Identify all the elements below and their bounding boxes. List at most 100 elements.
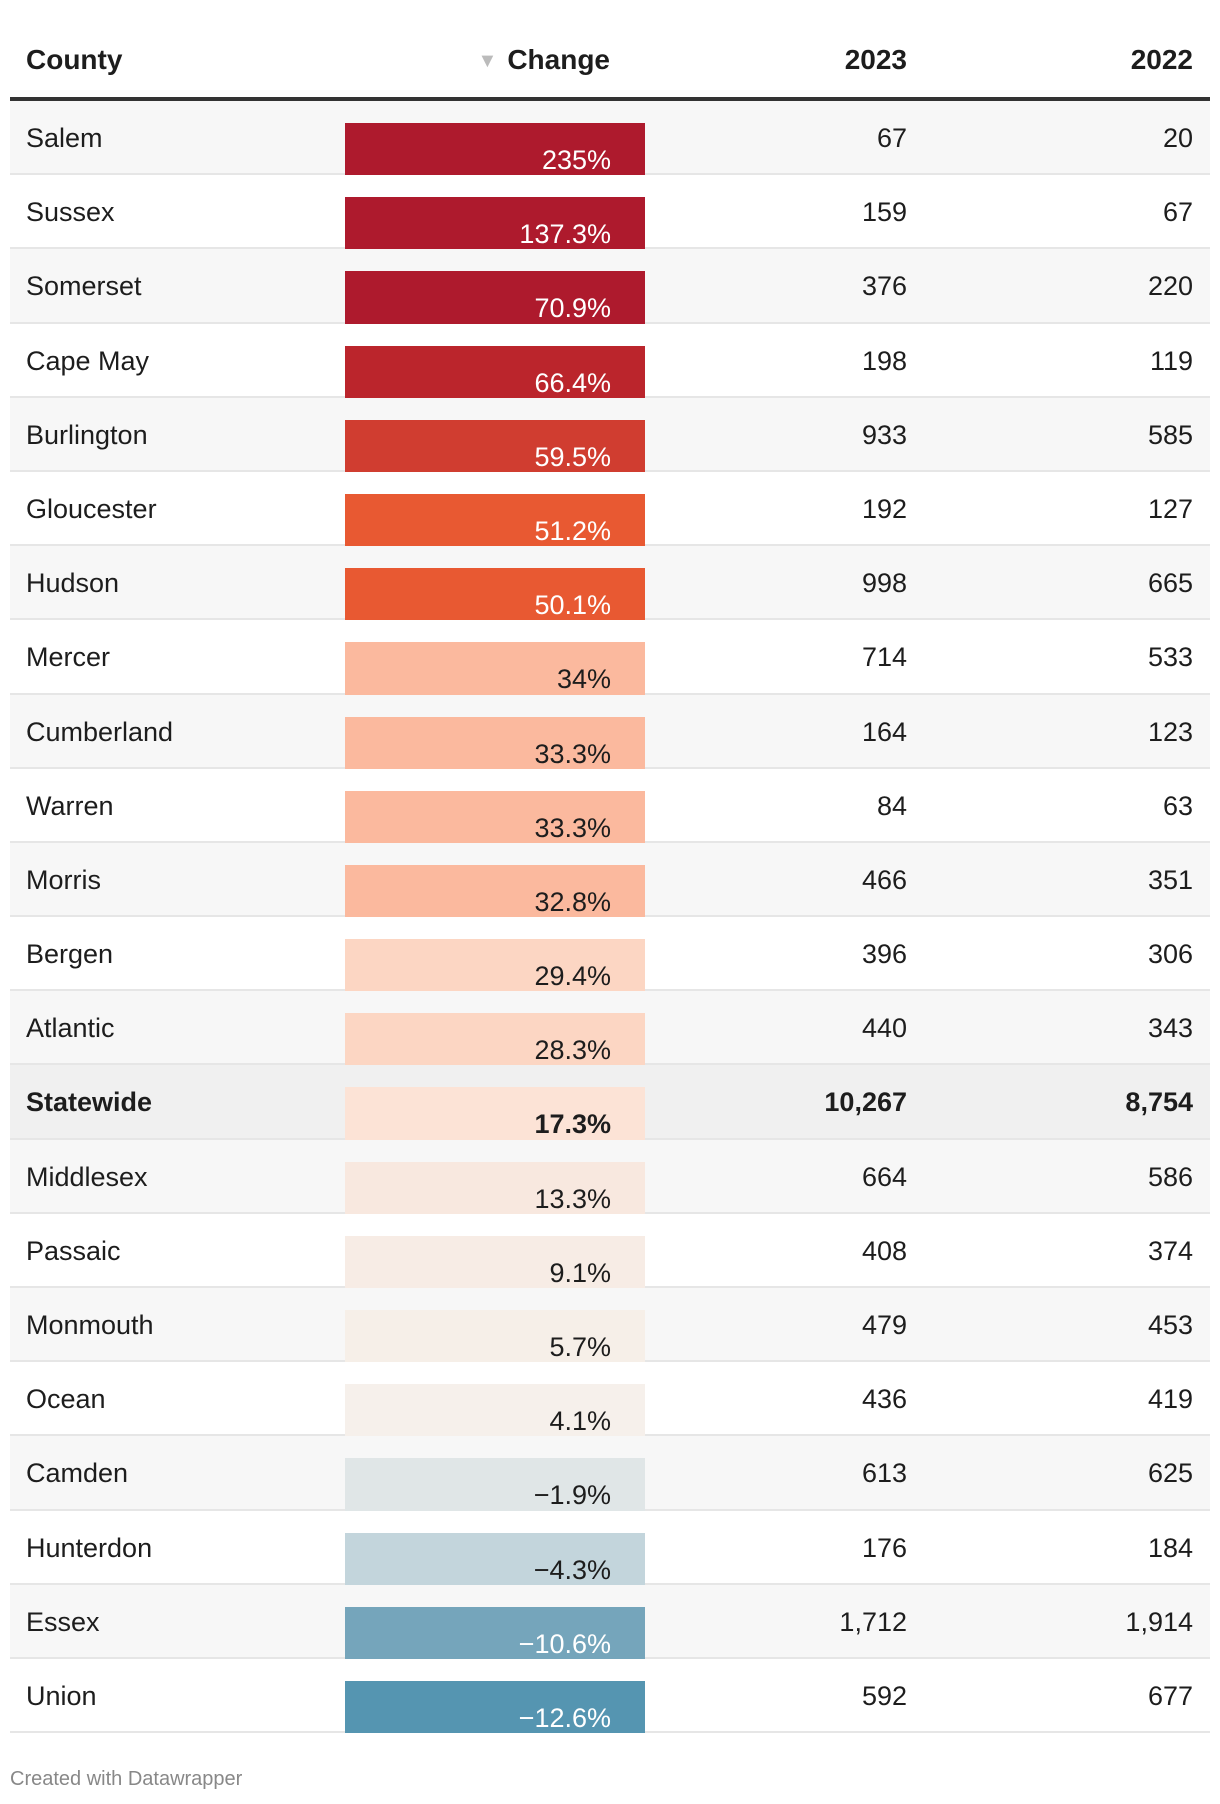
table-row: Essex −10.6% 1,712 1,914 bbox=[10, 1584, 1210, 1659]
value-2023-cell: 440 bbox=[861, 1013, 907, 1044]
county-cell: Ocean bbox=[26, 1384, 106, 1415]
value-2022-cell: 67 bbox=[1162, 197, 1193, 228]
change-value: −4.3% bbox=[533, 1554, 611, 1585]
sort-descending-icon: ▼ bbox=[477, 50, 498, 72]
change-cell: −12.6% bbox=[345, 1680, 645, 1734]
county-cell: Warren bbox=[26, 790, 114, 821]
change-cell: 4.1% bbox=[345, 1384, 645, 1437]
change-value: 235% bbox=[541, 145, 611, 175]
change-value: −12.6% bbox=[518, 1702, 611, 1733]
value-2022-cell: 374 bbox=[1147, 1235, 1193, 1266]
table-row: Union −12.6% 592 677 bbox=[10, 1659, 1210, 1734]
value-2023-cell: 998 bbox=[861, 568, 907, 599]
change-cell: 33.3% bbox=[345, 790, 645, 843]
table-row: Warren 33.3% 84 63 bbox=[10, 769, 1210, 843]
table-row: Mercer 34% 714 533 bbox=[10, 620, 1210, 695]
change-cell: 13.3% bbox=[345, 1161, 645, 1214]
table-row: Passaic 9.1% 408 374 bbox=[10, 1214, 1210, 1288]
county-cell: Middlesex bbox=[26, 1161, 148, 1192]
value-2022-cell: 119 bbox=[1149, 345, 1193, 376]
table-row: Hunterdon −4.3% 176 184 bbox=[10, 1511, 1210, 1585]
county-cell: Passaic bbox=[26, 1235, 121, 1266]
value-2023-cell: 664 bbox=[861, 1161, 907, 1192]
change-cell: 34% bbox=[345, 642, 645, 695]
credit-text: Created with Datawrapper bbox=[10, 1768, 243, 1790]
value-2023-cell: 376 bbox=[861, 271, 907, 302]
value-2022-cell: 1,914 bbox=[1125, 1606, 1193, 1637]
value-2022-cell: 306 bbox=[1147, 939, 1193, 970]
county-cell: Morris bbox=[26, 864, 101, 895]
table-row: Monmouth 5.7% 479 453 bbox=[10, 1288, 1210, 1363]
county-cell: Burlington bbox=[26, 419, 148, 450]
change-value: 33.3% bbox=[534, 812, 611, 843]
column-header-county[interactable]: County bbox=[26, 44, 123, 75]
table-row: Sussex 137.3% 159 67 bbox=[10, 175, 1210, 250]
value-2023-cell: 479 bbox=[861, 1310, 907, 1340]
change-value: 17.3% bbox=[534, 1109, 611, 1140]
column-header-2022[interactable]: 2022 bbox=[1130, 44, 1193, 75]
value-2023-cell: 933 bbox=[861, 419, 907, 450]
change-value: 13.3% bbox=[534, 1183, 611, 1214]
table-row: Gloucester 51.2% 192 127 bbox=[10, 472, 1210, 547]
table-row: Morris 32.8% 466 351 bbox=[10, 842, 1210, 918]
county-cell: Cape May bbox=[26, 345, 150, 376]
value-2023-cell: 436 bbox=[861, 1384, 907, 1415]
county-cell: Gloucester bbox=[26, 493, 157, 524]
county-cell: Monmouth bbox=[26, 1310, 154, 1340]
value-2022-cell: 453 bbox=[1147, 1310, 1193, 1340]
table-row: Burlington 59.5% 933 585 bbox=[10, 397, 1210, 472]
table-row: Bergen 29.4% 396 306 bbox=[10, 917, 1210, 992]
value-2023-cell: 159 bbox=[861, 197, 907, 228]
table-body: Salem 235% 67 20 Sussex 137.3% 159 67 Somerset 70… bbox=[10, 101, 1210, 1734]
change-cell: 235% bbox=[345, 123, 645, 176]
table-row: Somerset 70.9% 376 220 bbox=[10, 249, 1210, 324]
column-header-change[interactable]: ▼ Change bbox=[478, 44, 610, 76]
change-cell: 51.2% bbox=[345, 493, 645, 547]
county-cell: Essex bbox=[26, 1606, 100, 1637]
value-2022-cell: 625 bbox=[1147, 1458, 1193, 1489]
change-cell: 59.5% bbox=[345, 419, 645, 472]
county-cell: Salem bbox=[26, 123, 103, 153]
change-value: 28.3% bbox=[534, 1035, 611, 1066]
county-cell: Union bbox=[26, 1680, 97, 1711]
value-2023-cell: 176 bbox=[861, 1532, 907, 1563]
county-cell: Hunterdon bbox=[26, 1532, 153, 1563]
table-row: Statewide 17.3% 10,267 8,754 bbox=[10, 1065, 1210, 1140]
change-value: 51.2% bbox=[534, 515, 611, 546]
table-header: County ▼ Change 2023 2022 bbox=[10, 0, 1210, 101]
table-row: Cumberland 33.3% 164 123 bbox=[10, 694, 1210, 769]
county-cell: Somerset bbox=[26, 271, 142, 302]
change-value: 29.4% bbox=[534, 961, 611, 992]
value-2022-cell: 184 bbox=[1147, 1532, 1193, 1563]
column-header-2023[interactable]: 2023 bbox=[844, 44, 907, 75]
table-row: Salem 235% 67 20 bbox=[10, 101, 1210, 176]
value-2022-cell: 419 bbox=[1147, 1384, 1193, 1415]
county-cell: Cumberland bbox=[26, 716, 174, 747]
table-row: Middlesex 13.3% 664 586 bbox=[10, 1139, 1210, 1214]
county-cell: Camden bbox=[26, 1458, 129, 1489]
change-cell: 9.1% bbox=[345, 1235, 645, 1288]
county-cell: Sussex bbox=[26, 197, 115, 228]
value-2022-cell: 8,754 bbox=[1125, 1087, 1193, 1118]
change-cell: 70.9% bbox=[345, 271, 645, 324]
value-2023-cell: 164 bbox=[861, 716, 907, 747]
value-2023-cell: 1,712 bbox=[839, 1606, 907, 1637]
change-cell: 17.3% bbox=[345, 1087, 645, 1140]
change-value: 137.3% bbox=[519, 219, 611, 250]
value-2023-cell: 396 bbox=[861, 939, 907, 970]
change-cell: 33.3% bbox=[345, 716, 645, 769]
county-cell: Mercer bbox=[26, 642, 111, 673]
change-value: 66.4% bbox=[534, 367, 611, 398]
value-2023-cell: 613 bbox=[861, 1458, 907, 1489]
value-2023-cell: 466 bbox=[861, 864, 907, 895]
value-2022-cell: 533 bbox=[1147, 642, 1193, 673]
change-cell: 32.8% bbox=[345, 864, 645, 918]
value-2023-cell: 67 bbox=[876, 123, 907, 153]
value-2022-cell: 127 bbox=[1147, 493, 1193, 524]
table-row: Ocean 4.1% 436 419 bbox=[10, 1362, 1210, 1437]
table-row: Camden −1.9% 613 625 bbox=[10, 1436, 1210, 1511]
value-2023-cell: 714 bbox=[861, 642, 907, 673]
value-2022-cell: 343 bbox=[1147, 1013, 1193, 1044]
value-2022-cell: 20 bbox=[1162, 123, 1193, 153]
change-cell: 50.1% bbox=[345, 568, 645, 621]
